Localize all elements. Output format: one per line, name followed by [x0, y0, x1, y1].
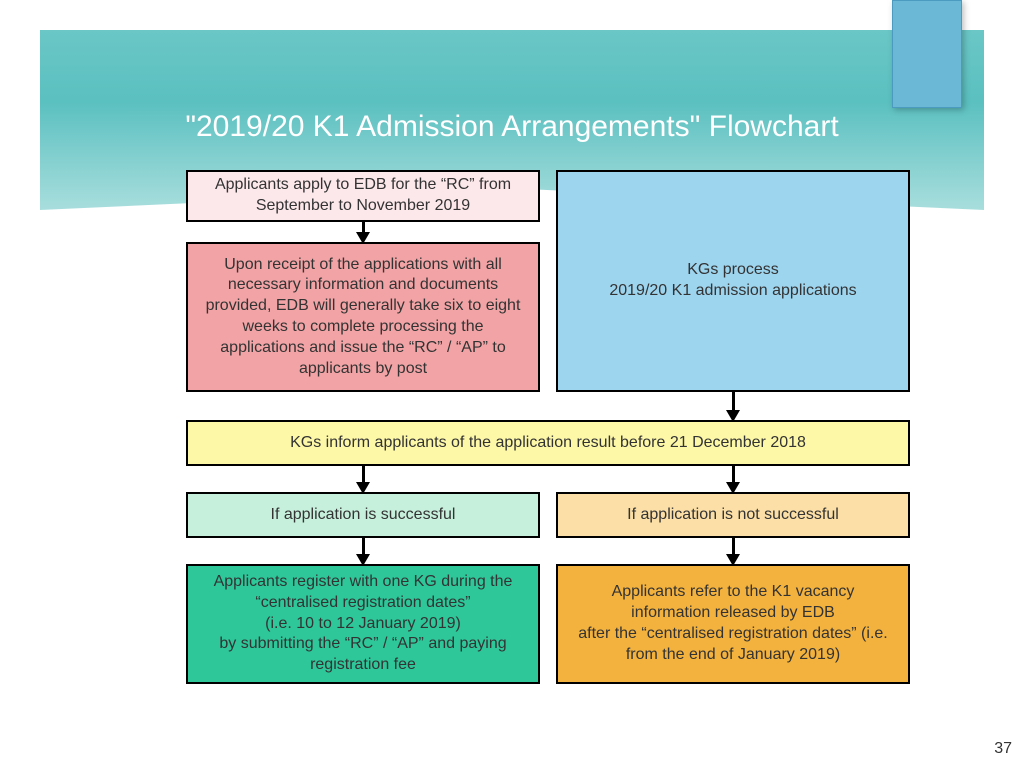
- arrow-n4-n6: [726, 482, 740, 494]
- flow-node-n5: If application is successful: [186, 492, 540, 538]
- flow-node-n1: Applicants apply to EDB for the “RC” fro…: [186, 170, 540, 222]
- arrow-shaft: [732, 538, 735, 554]
- page-title: "2019/20 K1 Admission Arrangements" Flow…: [0, 110, 1024, 144]
- flow-node-n4: KGs inform applicants of the application…: [186, 420, 910, 466]
- arrow-shaft: [732, 392, 735, 410]
- arrow-shaft: [362, 222, 365, 232]
- flow-node-n8: Applicants refer to the K1 vacancy infor…: [556, 564, 910, 684]
- arrow-shaft: [362, 538, 365, 554]
- corner-ribbon: [892, 0, 962, 108]
- flow-node-n3: KGs process2019/20 K1 admission applicat…: [556, 170, 910, 392]
- arrow-shaft: [362, 466, 365, 482]
- arrow-n3-n4: [726, 410, 740, 422]
- flow-node-n2: Upon receipt of the applications with al…: [186, 242, 540, 392]
- arrow-n1-n2: [356, 232, 370, 244]
- arrow-n4-n5: [356, 482, 370, 494]
- arrow-n6-n8: [726, 554, 740, 566]
- flow-node-n6: If application is not successful: [556, 492, 910, 538]
- page-number: 37: [994, 740, 1012, 758]
- arrow-n5-n7: [356, 554, 370, 566]
- arrow-shaft: [732, 466, 735, 482]
- flow-node-n7: Applicants register with one KG during t…: [186, 564, 540, 684]
